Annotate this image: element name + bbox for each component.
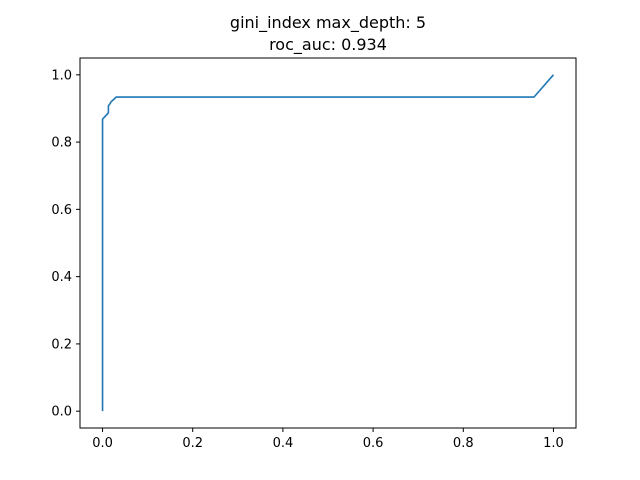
- y-tick-label: 0.8: [51, 136, 72, 151]
- y-tick-label: 0.4: [51, 270, 72, 285]
- x-tick-label: 0.0: [92, 436, 113, 451]
- x-tick-label: 0.2: [182, 436, 203, 451]
- chart-title-line-1: gini_index max_depth: 5: [230, 13, 426, 33]
- chart-title-line-2: roc_auc: 0.934: [269, 35, 387, 55]
- y-tick-label: 1.0: [51, 68, 72, 83]
- y-tick-label: 0.0: [51, 405, 72, 420]
- x-tick-label: 0.6: [363, 436, 384, 451]
- y-axis: 0.0 0.2 0.4 0.6 0.8 1.0: [51, 68, 80, 420]
- y-tick-label: 0.2: [51, 337, 72, 352]
- series-layer: [101, 74, 555, 412]
- x-tick-label: 1.0: [543, 436, 564, 451]
- roc-curve-line: [101, 74, 555, 412]
- y-tick-label: 0.6: [51, 203, 72, 218]
- plot-area: [79, 57, 577, 429]
- x-axis: 0.0 0.2 0.4 0.6 0.8 1.0: [92, 428, 564, 451]
- x-tick-label: 0.4: [273, 436, 294, 451]
- x-tick-label: 0.8: [453, 436, 474, 451]
